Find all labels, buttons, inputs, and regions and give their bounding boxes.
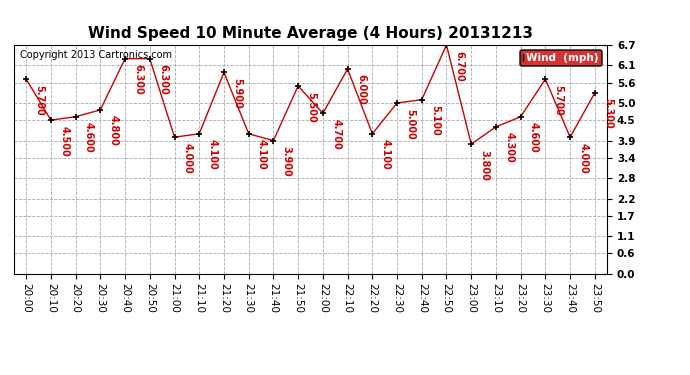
Text: 5.300: 5.300 [603, 98, 613, 129]
Text: 4.800: 4.800 [108, 116, 119, 146]
Text: 4.300: 4.300 [504, 132, 514, 163]
Text: 4.600: 4.600 [84, 122, 94, 153]
Text: 6.300: 6.300 [158, 64, 168, 95]
Text: Copyright 2013 Cartronics.com: Copyright 2013 Cartronics.com [20, 50, 172, 60]
Text: 3.800: 3.800 [480, 150, 489, 180]
Text: 4.100: 4.100 [208, 140, 217, 170]
Text: 4.000: 4.000 [578, 143, 589, 174]
Text: 5.000: 5.000 [405, 109, 415, 140]
Text: 3.900: 3.900 [282, 146, 292, 177]
Text: 4.100: 4.100 [381, 140, 391, 170]
Text: 6.700: 6.700 [455, 51, 465, 81]
Text: 6.300: 6.300 [133, 64, 144, 95]
Text: 6.000: 6.000 [356, 75, 366, 105]
Text: 4.100: 4.100 [257, 140, 267, 170]
Text: 5.100: 5.100 [430, 105, 440, 136]
Text: 4.700: 4.700 [331, 119, 341, 150]
Text: 5.700: 5.700 [553, 85, 564, 116]
Legend: Wind  (mph): Wind (mph) [520, 50, 602, 66]
Text: 4.000: 4.000 [183, 143, 193, 174]
Text: 5.700: 5.700 [34, 85, 44, 116]
Text: 4.600: 4.600 [529, 122, 539, 153]
Text: 4.500: 4.500 [59, 126, 69, 156]
Text: 5.900: 5.900 [233, 78, 242, 109]
Title: Wind Speed 10 Minute Average (4 Hours) 20131213: Wind Speed 10 Minute Average (4 Hours) 2… [88, 26, 533, 41]
Text: 5.500: 5.500 [306, 92, 317, 122]
